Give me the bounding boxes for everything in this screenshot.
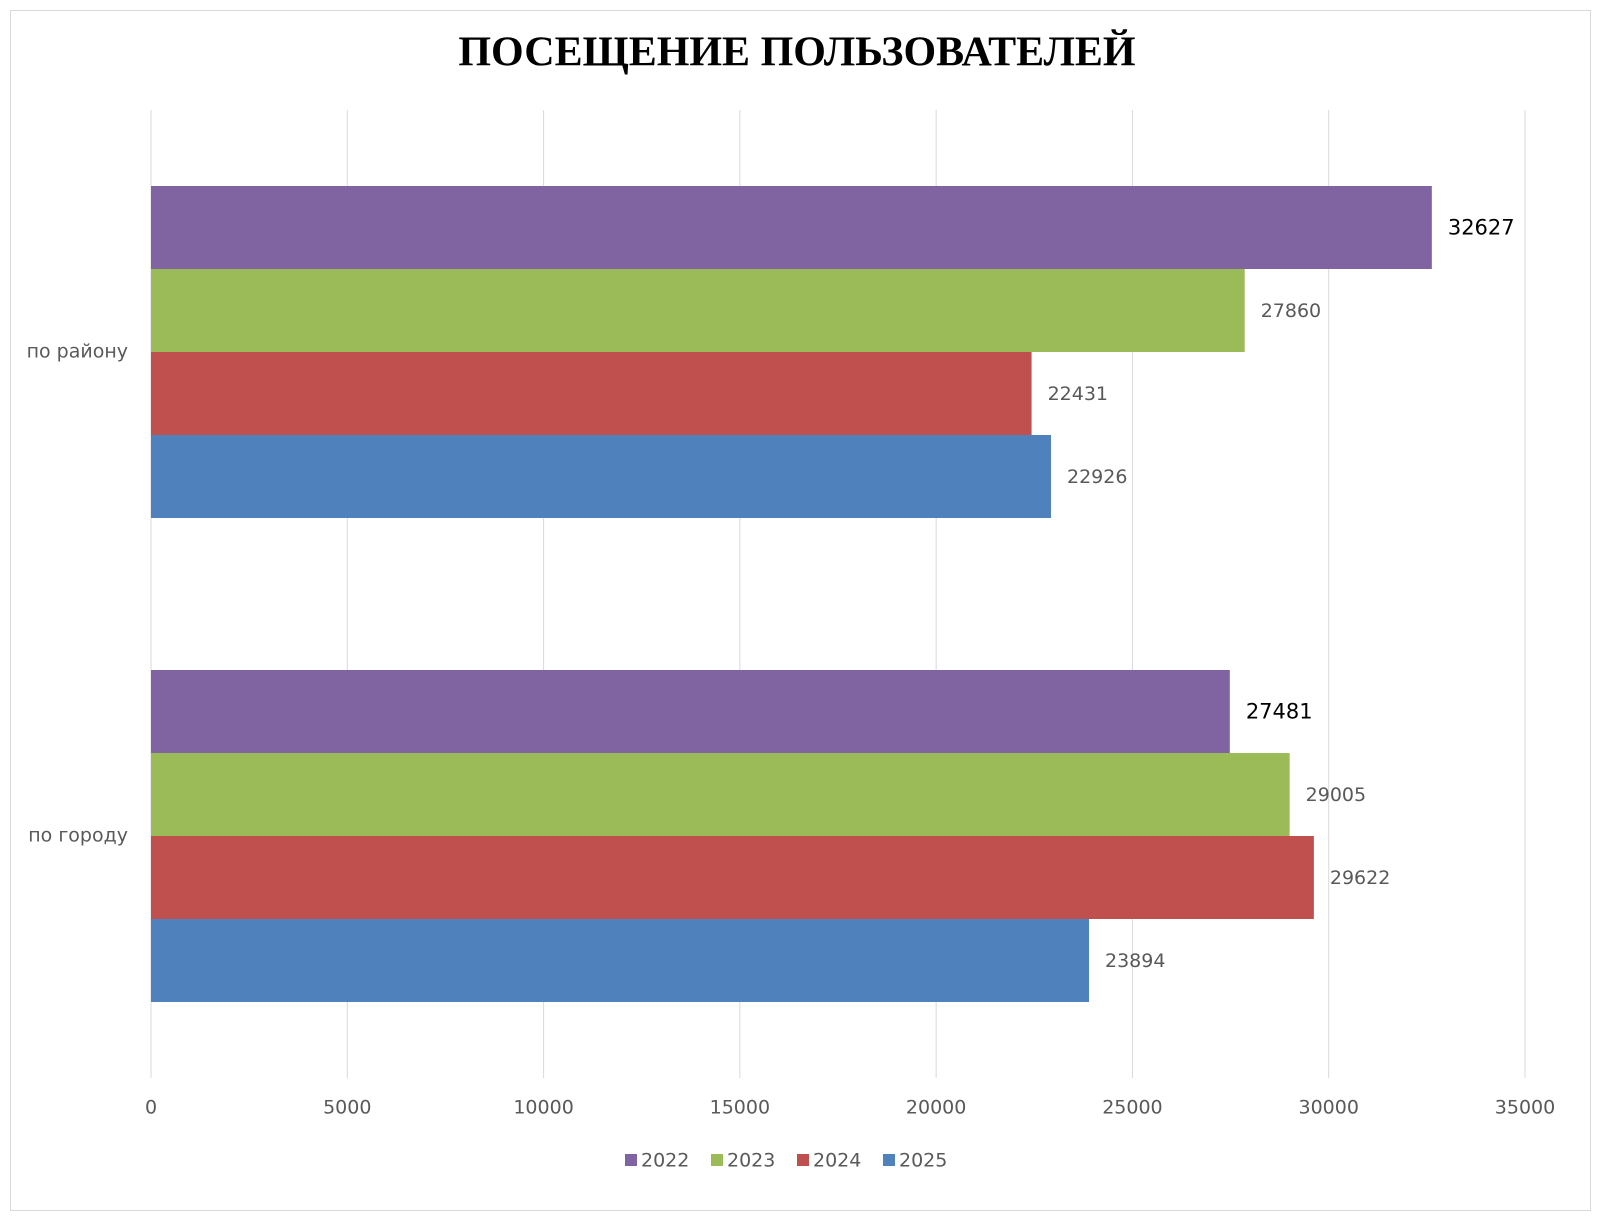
bar — [151, 435, 1052, 518]
bar — [151, 269, 1245, 352]
data-label: 22431 — [1048, 383, 1108, 405]
data-label: 29622 — [1330, 867, 1390, 889]
data-label: 29005 — [1306, 784, 1366, 806]
y-tick-label: по городу — [28, 825, 128, 847]
data-label: 32627 — [1448, 216, 1515, 240]
legend-label: 2023 — [727, 1150, 775, 1172]
legend-label: 2024 — [813, 1150, 861, 1172]
bar — [151, 670, 1230, 753]
legend-swatch — [625, 1154, 637, 1166]
x-tick-label: 15000 — [710, 1097, 770, 1119]
data-label: 23894 — [1105, 950, 1165, 972]
bar — [151, 836, 1314, 919]
x-tick-label: 35000 — [1495, 1097, 1555, 1119]
data-label: 27860 — [1261, 300, 1321, 322]
bar — [151, 352, 1032, 435]
legend-swatch — [711, 1154, 723, 1166]
bar — [151, 919, 1090, 1002]
legend-swatch — [883, 1154, 895, 1166]
x-tick-label: 20000 — [906, 1097, 966, 1119]
legend-label: 2025 — [899, 1150, 947, 1172]
data-label: 27481 — [1246, 700, 1313, 724]
bar — [151, 753, 1290, 836]
x-tick-label: 5000 — [323, 1097, 371, 1119]
x-tick-label: 10000 — [513, 1097, 573, 1119]
data-label: 22926 — [1067, 466, 1127, 488]
y-tick-label: по району — [27, 341, 128, 363]
chart-title: ПОСЕЩЕНИЕ ПОЛЬЗОВАТЕЛЕЙ — [458, 30, 1135, 76]
legend-swatch — [797, 1154, 809, 1166]
bar — [151, 186, 1432, 269]
x-tick-label: 25000 — [1102, 1097, 1162, 1119]
x-tick-label: 30000 — [1298, 1097, 1358, 1119]
x-tick-label: 0 — [145, 1097, 157, 1119]
legend-label: 2022 — [641, 1150, 689, 1172]
